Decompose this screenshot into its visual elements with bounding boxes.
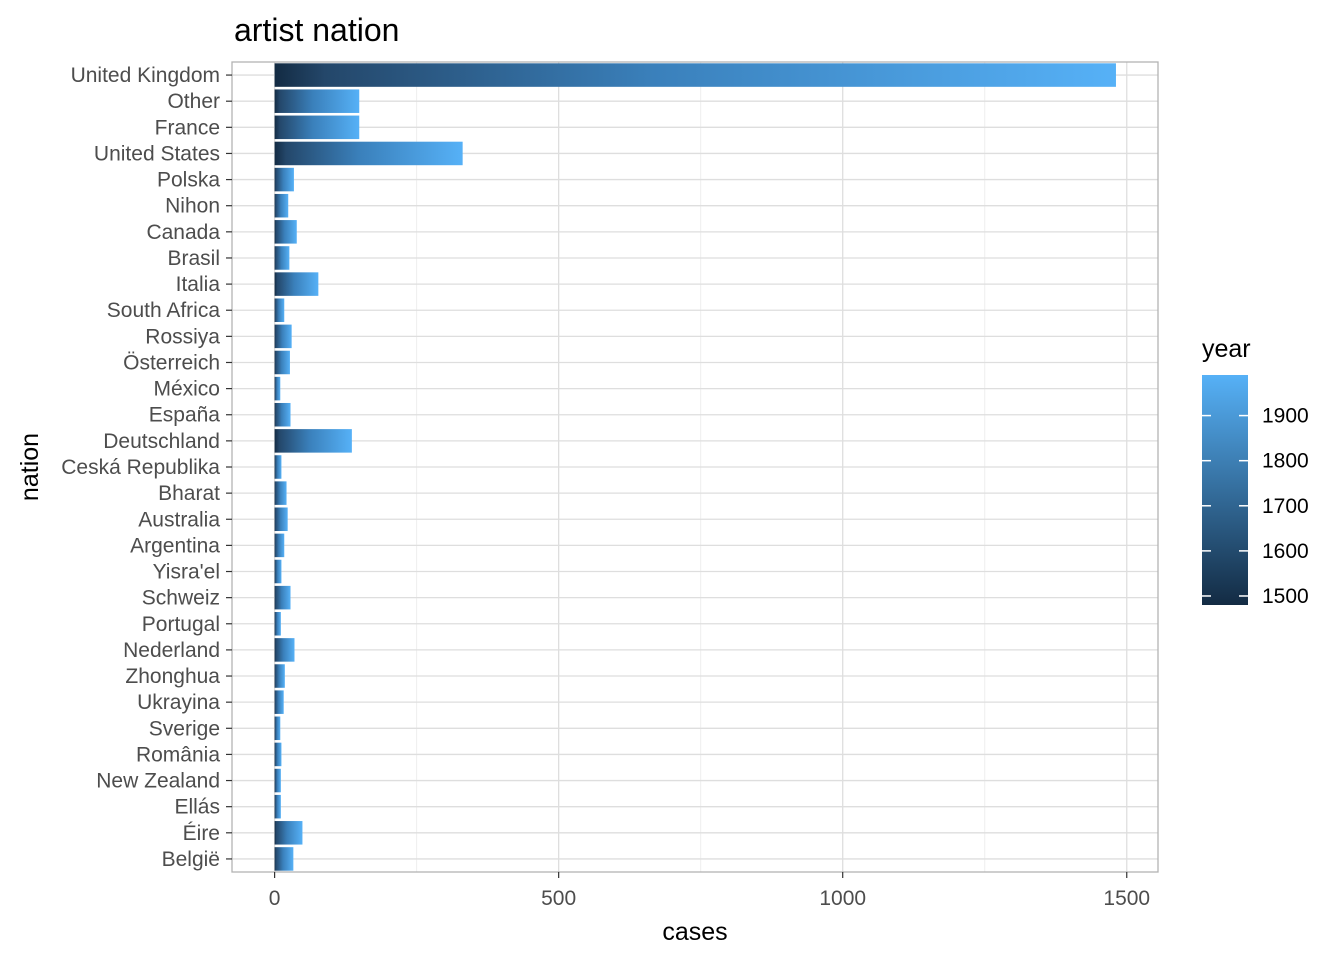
bar [274, 664, 285, 688]
bar [274, 298, 285, 322]
bar [274, 220, 297, 244]
y-axis-ticks: United Kingdom Other France United States Po… [61, 64, 232, 871]
y-tick-label: Italia [176, 273, 221, 296]
legend-colorbar [1202, 375, 1248, 605]
y-tick-label: Éire [183, 822, 220, 845]
bar [274, 324, 292, 349]
bar [274, 246, 290, 270]
y-tick-label: Nihon [165, 195, 220, 218]
x-axis-ticks: 0 500 1000 1500 [269, 872, 1150, 910]
y-tick-label: España [149, 404, 221, 427]
y-tick-label: Nederland [123, 639, 220, 662]
legend-title: year [1202, 335, 1251, 363]
bar [274, 794, 281, 819]
y-tick-label: Sverige [149, 717, 220, 740]
y-tick-label: România [136, 743, 220, 766]
y-tick-label: France [155, 116, 220, 139]
bar [274, 585, 291, 610]
bar [274, 402, 291, 427]
y-tick-label: Schweiz [142, 587, 220, 610]
chart-title: artist nation [234, 12, 399, 48]
y-tick-label: Ellás [174, 796, 220, 819]
bar [274, 612, 281, 636]
y-tick-label: Other [167, 90, 220, 113]
bar [274, 115, 360, 140]
bar [274, 847, 294, 871]
legend: year 1500 1600 1700 1800 1900 [1202, 335, 1309, 608]
y-tick-label: South Africa [107, 299, 221, 322]
bar [274, 821, 303, 845]
bar [274, 89, 360, 113]
y-tick-label: Brasil [167, 247, 220, 270]
bar [274, 167, 294, 192]
bar [274, 481, 287, 505]
y-tick-label: New Zealand [96, 770, 220, 793]
y-tick-label: Canada [146, 221, 220, 244]
legend-label: 1500 [1262, 585, 1309, 608]
y-tick-label: Ceská Republika [61, 456, 220, 479]
bars [274, 63, 1116, 871]
bar [274, 638, 295, 662]
y-tick-label: België [162, 848, 220, 871]
x-tick-label: 0 [269, 887, 281, 910]
bar [274, 716, 281, 741]
bar [274, 533, 285, 558]
legend-label: 1700 [1262, 495, 1309, 518]
bar [274, 742, 282, 767]
y-tick-label: Zhonghua [125, 665, 220, 688]
y-tick-label: Portugal [142, 613, 220, 636]
legend-label: 1600 [1262, 540, 1309, 563]
bar [274, 376, 281, 401]
y-tick-label: Bharat [158, 482, 220, 505]
y-tick-label: Ukrayina [137, 691, 220, 714]
y-tick-label: United States [94, 142, 220, 165]
x-tick-label: 1000 [819, 887, 866, 910]
bar [274, 429, 352, 453]
bar [274, 350, 290, 375]
y-tick-label: Yisra'el [153, 561, 220, 584]
bar [274, 272, 319, 296]
y-tick-label: Argentina [130, 534, 220, 557]
y-tick-label: Australia [138, 508, 220, 531]
bar [274, 768, 281, 793]
y-tick-label: México [153, 378, 220, 401]
x-axis-title: cases [662, 918, 727, 946]
y-tick-label: Deutschland [103, 430, 220, 453]
bar [274, 507, 288, 532]
legend-label: 1800 [1262, 450, 1309, 473]
legend-label: 1900 [1262, 405, 1309, 428]
x-tick-label: 500 [541, 887, 576, 910]
y-tick-label: Rossiya [145, 325, 220, 348]
bar [274, 559, 282, 584]
bar [274, 690, 284, 714]
bar [274, 193, 289, 218]
x-tick-label: 1500 [1103, 887, 1150, 910]
bar [274, 455, 282, 479]
y-tick-label: Österreich [123, 351, 220, 374]
y-axis-title: nation [16, 433, 44, 501]
bar [274, 63, 1116, 87]
grid-lines [232, 62, 1158, 872]
y-tick-label: Polska [157, 169, 220, 192]
bar [274, 141, 463, 166]
y-tick-label: United Kingdom [71, 64, 220, 87]
